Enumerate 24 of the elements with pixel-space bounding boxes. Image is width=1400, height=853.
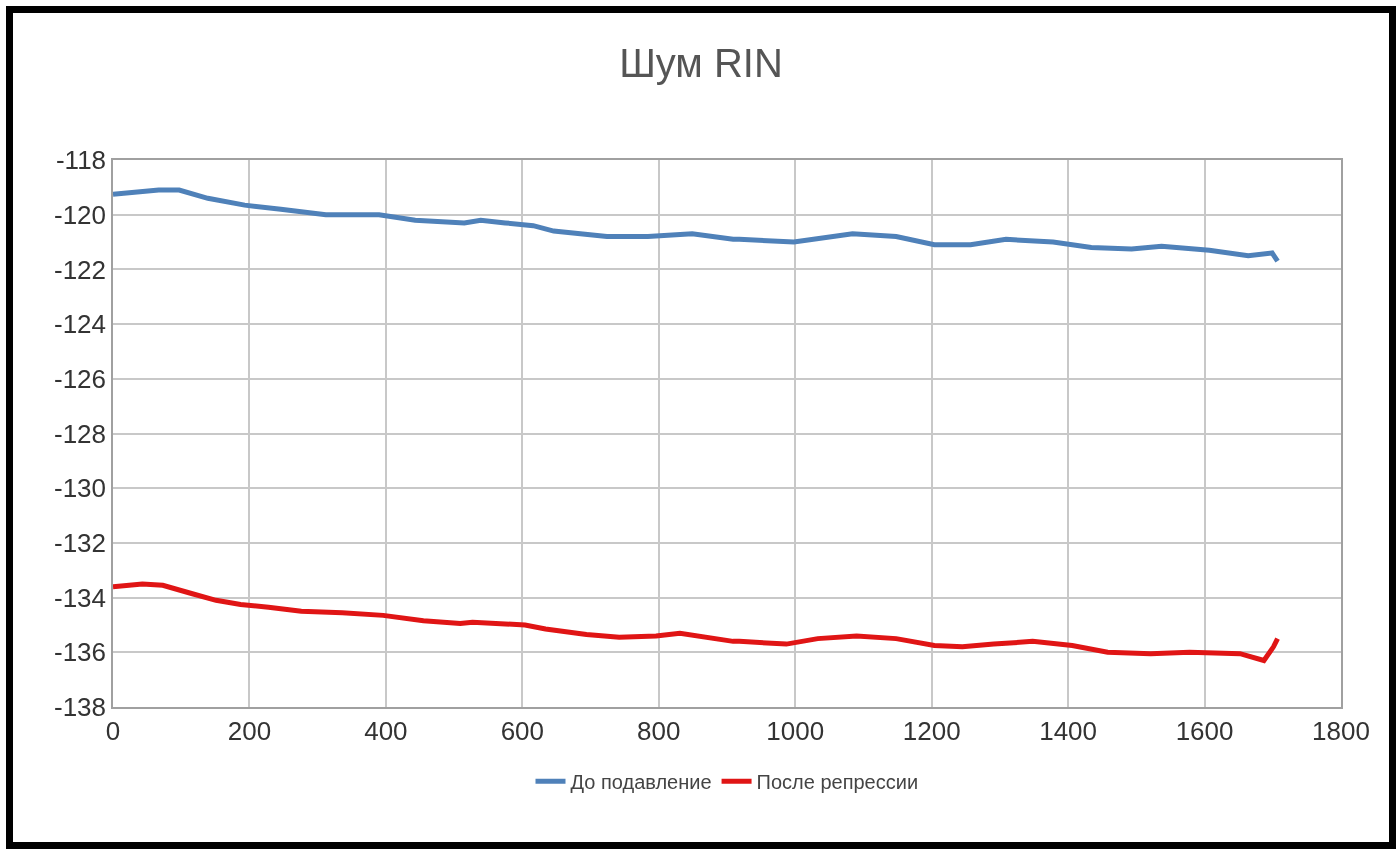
x-tick-label: 1000 [766, 715, 825, 746]
chart-title: Шум RIN [619, 40, 783, 85]
y-tick-label: -132 [54, 528, 107, 558]
x-tick-label: 600 [500, 715, 545, 746]
x-tick-label: 1200 [902, 715, 961, 746]
legend-label: До подавление [570, 771, 712, 793]
legend-label: После репрессии [756, 771, 919, 793]
y-tick-label: -126 [54, 363, 107, 394]
y-tick-label: -120 [54, 199, 107, 230]
y-tick-label: -124 [54, 309, 107, 340]
x-tick-label: 1800 [1312, 715, 1370, 746]
x-tick-label: 1600 [1175, 715, 1234, 746]
x-tick-label: 0 [105, 715, 121, 746]
y-tick-label: -122 [54, 254, 107, 285]
y-tick-label: -118 [55, 145, 107, 176]
y-tick-label: -130 [54, 473, 107, 504]
x-tick-label: 400 [364, 715, 408, 746]
y-tick-label: -138 [54, 692, 107, 723]
x-tick-label: 1400 [1039, 715, 1098, 746]
y-tick-label: -134 [54, 582, 107, 613]
x-tick-label: 800 [637, 715, 681, 746]
y-tick-label: -136 [54, 637, 107, 668]
x-tick-label: 200 [227, 715, 272, 746]
y-tick-label: -128 [54, 418, 107, 449]
